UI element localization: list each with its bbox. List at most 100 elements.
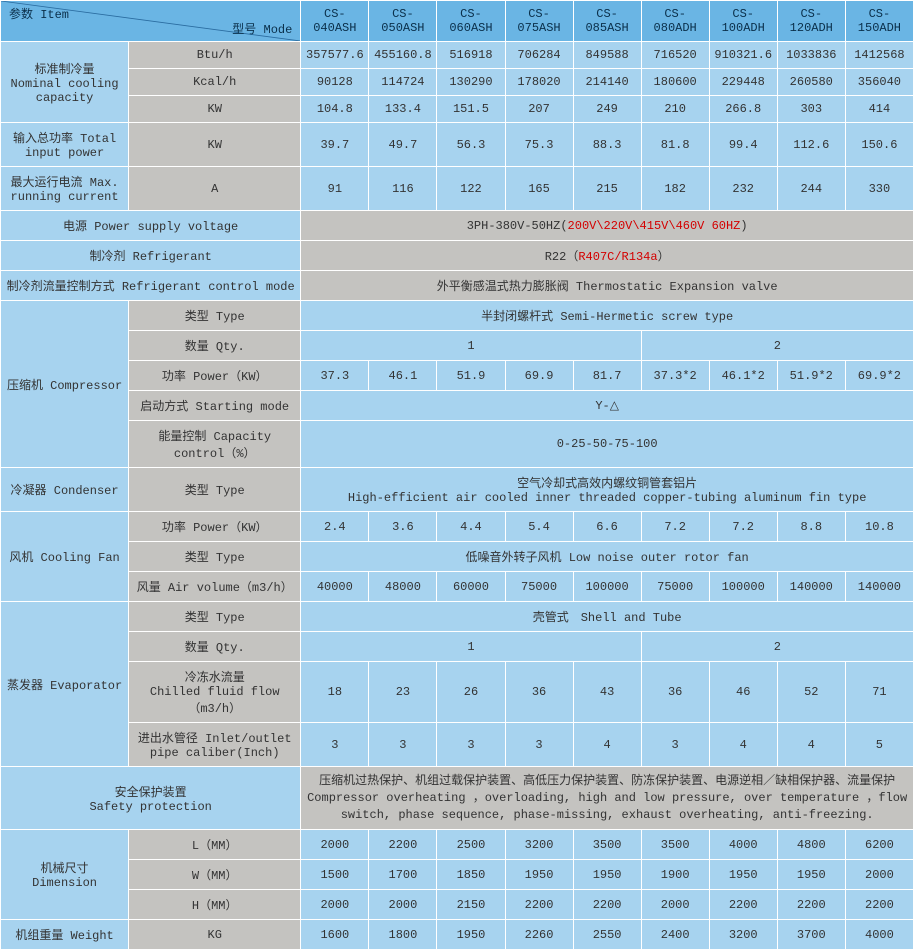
nominal-cooling-val-2-5: 210 — [641, 96, 709, 123]
evap-pipe-5: 3 — [641, 723, 709, 767]
dimension-unit-0: L（MM） — [129, 830, 301, 860]
weight-val-4: 2550 — [573, 920, 641, 950]
weight-val-2: 1950 — [437, 920, 505, 950]
dimension-val-1-6: 1950 — [709, 860, 777, 890]
nominal-cooling-val-2-8: 414 — [845, 96, 913, 123]
nominal-cooling-val-1-5: 180600 — [641, 69, 709, 96]
dimension-unit-1: W（MM） — [129, 860, 301, 890]
evap-flow-3: 36 — [505, 662, 573, 723]
nominal-cooling-val-1-7: 260580 — [777, 69, 845, 96]
tip-val-8: 150.6 — [845, 123, 913, 167]
fan-power-7: 8.8 — [777, 512, 845, 542]
condenser-type-label: 类型 Type — [129, 468, 301, 512]
model-col-7: CS-120ADH — [777, 1, 845, 42]
tip-val-2: 56.3 — [437, 123, 505, 167]
evap-pipe-3: 3 — [505, 723, 573, 767]
compressor-power-4: 81.7 — [573, 361, 641, 391]
header-item-label: 参数 Item — [9, 5, 69, 22]
condenser-label: 冷凝器 Condenser — [1, 468, 129, 512]
model-col-1: CS-050ASH — [369, 1, 437, 42]
evap-qty-1: 2 — [641, 632, 913, 662]
tip-val-3: 75.3 — [505, 123, 573, 167]
compressor-qty-label: 数量 Qty. — [129, 331, 301, 361]
dimension-val-2-8: 2200 — [845, 890, 913, 920]
evap-flow-8: 71 — [845, 662, 913, 723]
compressor-capctrl-value: 0-25-50-75-100 — [301, 421, 914, 468]
model-col-2: CS-060ASH — [437, 1, 505, 42]
dimension-val-2-5: 2000 — [641, 890, 709, 920]
compressor-power-6: 46.1*2 — [709, 361, 777, 391]
compressor-type-value: 半封闭螺杆式 Semi-Hermetic screw type — [301, 301, 914, 331]
compressor-qty-0: 1 — [301, 331, 641, 361]
evap-pipe-label: 进出水管径 Inlet/outlet pipe caliber(Inch) — [129, 723, 301, 767]
fan-power-label: 功率 Power（KW） — [129, 512, 301, 542]
nominal-cooling-val-1-8: 356040 — [845, 69, 913, 96]
evap-pipe-2: 3 — [437, 723, 505, 767]
max-current-val-4: 215 — [573, 167, 641, 211]
dimension-val-0-8: 6200 — [845, 830, 913, 860]
evap-pipe-4: 4 — [573, 723, 641, 767]
dimension-val-0-1: 2200 — [369, 830, 437, 860]
nominal-cooling-val-2-0: 104.8 — [301, 96, 369, 123]
power-supply-label: 电源 Power supply voltage — [1, 211, 301, 241]
evap-qty-0: 1 — [301, 632, 641, 662]
evap-pipe-8: 5 — [845, 723, 913, 767]
condenser-type-value: 空气冷却式高效内螺纹铜管套铝片High-efficient air cooled… — [301, 468, 914, 512]
max-current-val-0: 91 — [301, 167, 369, 211]
dimension-val-2-1: 2000 — [369, 890, 437, 920]
evap-qty-label: 数量 Qty. — [129, 632, 301, 662]
evap-flow-4: 43 — [573, 662, 641, 723]
tip-val-5: 81.8 — [641, 123, 709, 167]
weight-val-0: 1600 — [301, 920, 369, 950]
fan-power-1: 3.6 — [369, 512, 437, 542]
compressor-label: 压缩机 Compressor — [1, 301, 129, 468]
weight-unit: KG — [129, 920, 301, 950]
max-current-val-8: 330 — [845, 167, 913, 211]
model-col-6: CS-100ADH — [709, 1, 777, 42]
compressor-power-3: 69.9 — [505, 361, 573, 391]
compressor-power-0: 37.3 — [301, 361, 369, 391]
safety-label: 安全保护装置Safety protection — [1, 767, 301, 830]
fan-air-2: 60000 — [437, 572, 505, 602]
fan-air-6: 100000 — [709, 572, 777, 602]
nominal-cooling-val-2-3: 207 — [505, 96, 573, 123]
refrigerant-label: 制冷剂 Refrigerant — [1, 241, 301, 271]
dimension-val-2-6: 2200 — [709, 890, 777, 920]
nominal-cooling-val-0-0: 357577.6 — [301, 42, 369, 69]
model-col-8: CS-150ADH — [845, 1, 913, 42]
dimension-val-0-4: 3500 — [573, 830, 641, 860]
evap-flow-2: 26 — [437, 662, 505, 723]
nominal-cooling-unit-2: KW — [129, 96, 301, 123]
nominal-cooling-val-1-1: 114724 — [369, 69, 437, 96]
compressor-power-label: 功率 Power（KW） — [129, 361, 301, 391]
evap-flow-6: 46 — [709, 662, 777, 723]
nominal-cooling-unit-1: Kcal/h — [129, 69, 301, 96]
model-col-3: CS-075ASH — [505, 1, 573, 42]
nominal-cooling-val-1-2: 130290 — [437, 69, 505, 96]
tip-val-1: 49.7 — [369, 123, 437, 167]
max-current-label: 最大运行电流 Max. running current — [1, 167, 129, 211]
evap-flow-label: 冷冻水流量Chilled fluid flow（m3/h） — [129, 662, 301, 723]
max-current-val-3: 165 — [505, 167, 573, 211]
fan-power-8: 10.8 — [845, 512, 913, 542]
nominal-cooling-val-2-2: 151.5 — [437, 96, 505, 123]
fan-power-3: 5.4 — [505, 512, 573, 542]
tip-val-7: 112.6 — [777, 123, 845, 167]
compressor-power-8: 69.9*2 — [845, 361, 913, 391]
nominal-cooling-unit-0: Btu/h — [129, 42, 301, 69]
dimension-val-0-7: 4800 — [777, 830, 845, 860]
nominal-cooling-val-0-4: 849588 — [573, 42, 641, 69]
nominal-cooling-val-2-1: 133.4 — [369, 96, 437, 123]
safety-value: 压缩机过热保护、机组过载保护装置、高低压力保护装置、防冻保护装置、电源逆相／缺相… — [301, 767, 914, 830]
compressor-start-label: 启动方式 Starting mode — [129, 391, 301, 421]
nominal-cooling-val-0-3: 706284 — [505, 42, 573, 69]
ref-control-value: 外平衡感温式热力膨胀阀 Thermostatic Expansion valve — [301, 271, 914, 301]
max-current-unit: A — [129, 167, 301, 211]
compressor-power-2: 51.9 — [437, 361, 505, 391]
evap-type-label: 类型 Type — [129, 602, 301, 632]
compressor-capctrl-label: 能量控制 Capacity control（%） — [129, 421, 301, 468]
ref-control-label: 制冷剂流量控制方式 Refrigerant control mode — [1, 271, 301, 301]
evap-flow-7: 52 — [777, 662, 845, 723]
evap-pipe-0: 3 — [301, 723, 369, 767]
fan-type-value: 低噪音外转子风机 Low noise outer rotor fan — [301, 542, 914, 572]
